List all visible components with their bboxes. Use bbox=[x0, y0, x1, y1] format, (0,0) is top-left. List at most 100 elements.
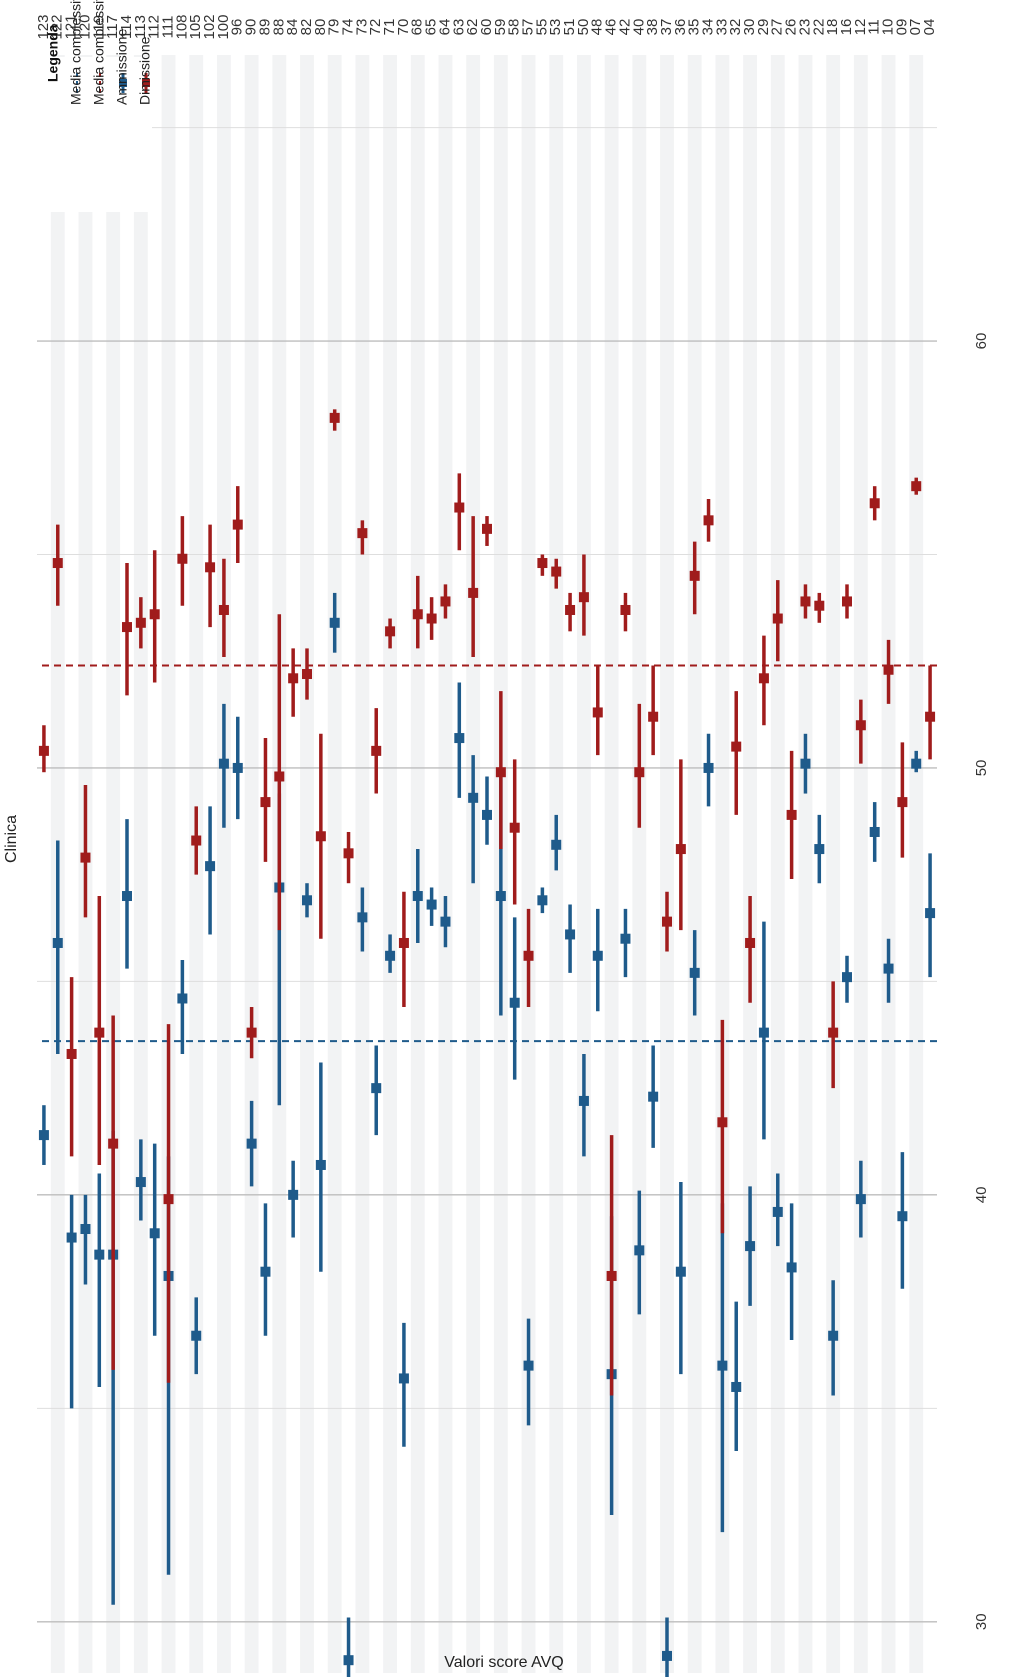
legend-item-label: Dimissione bbox=[137, 36, 153, 105]
point bbox=[205, 861, 216, 872]
point bbox=[675, 1266, 686, 1277]
point bbox=[302, 895, 312, 906]
point bbox=[814, 844, 825, 855]
point bbox=[842, 596, 852, 607]
row-band bbox=[327, 55, 342, 1673]
category-tick-label: 100 bbox=[215, 14, 232, 39]
row-band bbox=[770, 55, 785, 1673]
row-band bbox=[244, 55, 259, 1673]
row-band bbox=[106, 55, 121, 1673]
point bbox=[398, 1373, 409, 1384]
category-tick-label: 88 bbox=[270, 19, 287, 36]
point bbox=[731, 741, 742, 752]
legend-item-label: Ammissione bbox=[114, 29, 130, 105]
category-tick-label: 38 bbox=[644, 19, 661, 36]
category-tick-label: 64 bbox=[436, 19, 453, 36]
point bbox=[218, 604, 229, 615]
row-band bbox=[604, 55, 619, 1673]
point bbox=[412, 891, 423, 902]
point bbox=[662, 1650, 672, 1661]
point bbox=[523, 950, 534, 961]
point bbox=[786, 1262, 797, 1273]
point bbox=[620, 933, 631, 944]
point bbox=[66, 1232, 77, 1243]
category-tick-label: 63 bbox=[450, 19, 467, 36]
point bbox=[911, 481, 922, 492]
category-tick-label: 58 bbox=[506, 19, 523, 36]
category-tick-label: 122 bbox=[49, 14, 66, 39]
point bbox=[828, 1330, 839, 1341]
category-tick-label: 55 bbox=[533, 19, 550, 36]
row-band bbox=[743, 55, 757, 1673]
point bbox=[80, 1224, 91, 1235]
point bbox=[925, 711, 936, 722]
category-tick-label: 70 bbox=[395, 19, 412, 36]
legend-title: Legenda bbox=[45, 24, 61, 82]
point bbox=[426, 899, 437, 910]
category-tick-label: 09 bbox=[893, 19, 910, 36]
point bbox=[52, 937, 63, 948]
category-tick-label: 80 bbox=[312, 19, 329, 36]
point bbox=[440, 596, 451, 607]
category-tick-label: 65 bbox=[423, 19, 440, 36]
point bbox=[675, 844, 686, 855]
category-tick-label: 22 bbox=[810, 19, 827, 36]
point bbox=[842, 972, 852, 983]
category-tick-label: 84 bbox=[284, 19, 301, 36]
category-tick-label: 105 bbox=[187, 14, 204, 39]
point bbox=[495, 891, 506, 902]
row-band bbox=[798, 55, 813, 1673]
point bbox=[149, 1228, 160, 1239]
point bbox=[398, 937, 409, 948]
point bbox=[925, 908, 936, 919]
point bbox=[897, 1211, 908, 1222]
point bbox=[800, 596, 811, 607]
category-tick-label: 73 bbox=[353, 19, 370, 36]
point bbox=[246, 1138, 257, 1149]
point bbox=[329, 617, 340, 628]
category-tick-label: 04 bbox=[921, 19, 938, 36]
category-tick-label: 111 bbox=[160, 16, 177, 39]
panel-background bbox=[37, 55, 937, 1673]
point bbox=[315, 831, 326, 842]
point bbox=[191, 1330, 202, 1341]
point bbox=[38, 745, 49, 756]
category-tick-label: 33 bbox=[713, 19, 730, 36]
point bbox=[634, 767, 645, 778]
row-band bbox=[715, 55, 730, 1673]
x-axis-title: Clinica bbox=[3, 815, 20, 863]
category-tick-label: 35 bbox=[686, 19, 703, 36]
point bbox=[135, 617, 146, 628]
point bbox=[163, 1194, 174, 1205]
point bbox=[66, 1048, 77, 1059]
point bbox=[745, 937, 756, 948]
point bbox=[648, 1091, 659, 1102]
point bbox=[177, 993, 188, 1004]
point bbox=[122, 891, 132, 902]
category-tick-label: 117 bbox=[104, 15, 121, 39]
point bbox=[634, 1245, 645, 1256]
row-band bbox=[660, 55, 674, 1673]
point bbox=[855, 1194, 866, 1205]
point bbox=[232, 519, 243, 530]
point bbox=[246, 1027, 257, 1038]
y-axis-title: Valori score AVQ bbox=[444, 1654, 563, 1671]
category-tick-label: 23 bbox=[796, 19, 813, 36]
point bbox=[592, 950, 603, 961]
point bbox=[869, 498, 880, 509]
category-tick-label: 48 bbox=[589, 19, 606, 36]
row-bands bbox=[50, 55, 924, 1673]
point bbox=[149, 609, 160, 620]
category-tick-label: 60 bbox=[478, 19, 495, 36]
row-band bbox=[687, 55, 702, 1673]
point bbox=[343, 1655, 354, 1666]
point bbox=[357, 912, 368, 923]
category-tick-label: 74 bbox=[340, 19, 357, 36]
category-tick-label: 90 bbox=[243, 19, 260, 36]
point bbox=[260, 797, 271, 808]
row-band bbox=[161, 55, 176, 1673]
point bbox=[565, 604, 576, 615]
value-tick-labels: 30 40 50 60 bbox=[973, 333, 990, 1630]
category-tick-label: 40 bbox=[630, 19, 647, 36]
point bbox=[855, 720, 866, 731]
